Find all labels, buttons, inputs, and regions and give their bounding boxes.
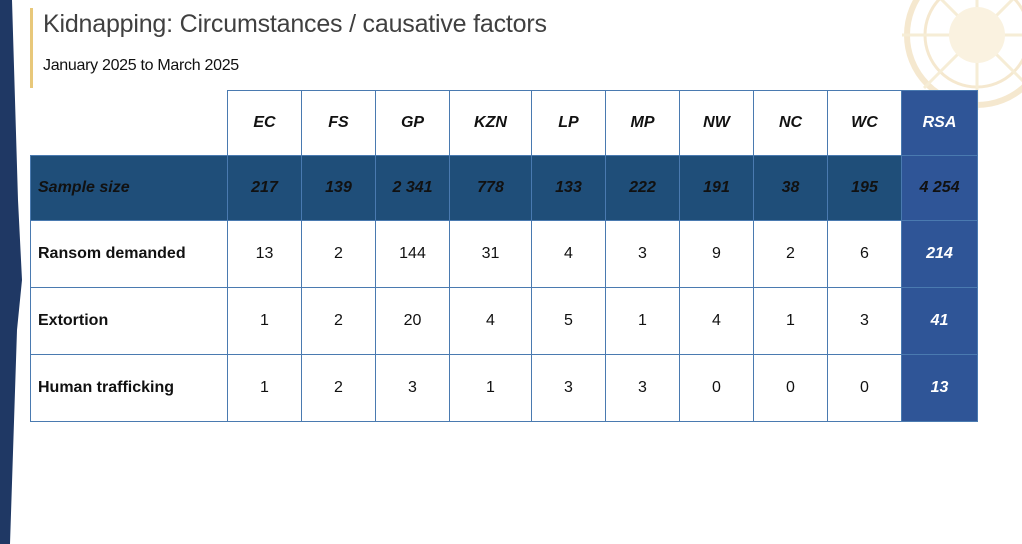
row-label: Human trafficking <box>30 354 228 422</box>
table-cell: 191 <box>679 155 754 221</box>
row-label: Extortion <box>30 287 228 355</box>
header-cell-rsa: RSA <box>901 90 978 156</box>
header-cell: MP <box>605 90 680 156</box>
table-cell: 13 <box>227 220 302 288</box>
table-header-row: EC FS GP KZN LP MP NW NC WC RSA <box>30 90 978 156</box>
table-cell-rsa: 13 <box>901 354 978 422</box>
table-cell: 4 <box>449 287 532 355</box>
table-cell-rsa: 4 254 <box>901 155 978 221</box>
header-cell: KZN <box>449 90 532 156</box>
table-cell: 217 <box>227 155 302 221</box>
header-cell: GP <box>375 90 450 156</box>
table-cell: 4 <box>531 220 606 288</box>
table-cell: 1 <box>605 287 680 355</box>
table-row-ransom-demanded: Ransom demanded 13 2 144 31 4 3 9 2 6 21… <box>30 220 978 288</box>
table-cell-rsa: 214 <box>901 220 978 288</box>
table-cell: 3 <box>375 354 450 422</box>
table-cell: 31 <box>449 220 532 288</box>
table-cell: 222 <box>605 155 680 221</box>
row-label: Ransom demanded <box>30 220 228 288</box>
table-cell: 2 341 <box>375 155 450 221</box>
table-row-human-trafficking: Human trafficking 1 2 3 1 3 3 0 0 0 13 <box>30 354 978 422</box>
table-cell: 1 <box>449 354 532 422</box>
table-cell: 778 <box>449 155 532 221</box>
table-cell: 2 <box>301 354 376 422</box>
table-cell: 9 <box>679 220 754 288</box>
page-subtitle: January 2025 to March 2025 <box>43 57 239 74</box>
header-cell: LP <box>531 90 606 156</box>
header-cell: EC <box>227 90 302 156</box>
table-cell: 2 <box>301 287 376 355</box>
table-cell: 0 <box>753 354 828 422</box>
page-title: Kidnapping: Circumstances / causative fa… <box>43 10 547 38</box>
table-cell: 1 <box>753 287 828 355</box>
header-cell: NC <box>753 90 828 156</box>
table-cell: 6 <box>827 220 902 288</box>
header-cell: FS <box>301 90 376 156</box>
header-blank-cell <box>30 90 228 156</box>
table-cell: 38 <box>753 155 828 221</box>
table-cell: 2 <box>301 220 376 288</box>
left-decorative-stripe <box>0 0 22 544</box>
header-cell: NW <box>679 90 754 156</box>
header-cell: WC <box>827 90 902 156</box>
table-cell: 4 <box>679 287 754 355</box>
table-cell: 144 <box>375 220 450 288</box>
kidnapping-factors-table: EC FS GP KZN LP MP NW NC WC RSA Sample s… <box>30 90 978 422</box>
table-cell: 2 <box>753 220 828 288</box>
table-cell: 5 <box>531 287 606 355</box>
table-row-extortion: Extortion 1 2 20 4 5 1 4 1 3 41 <box>30 287 978 355</box>
table-cell: 1 <box>227 354 302 422</box>
table-cell: 0 <box>827 354 902 422</box>
table-cell: 3 <box>531 354 606 422</box>
table-cell-rsa: 41 <box>901 287 978 355</box>
table-cell: 3 <box>605 354 680 422</box>
table-cell: 133 <box>531 155 606 221</box>
row-label: Sample size <box>30 155 228 221</box>
table-cell: 1 <box>227 287 302 355</box>
table-cell: 3 <box>827 287 902 355</box>
table-cell: 20 <box>375 287 450 355</box>
table-cell: 0 <box>679 354 754 422</box>
table-cell: 3 <box>605 220 680 288</box>
table-cell: 139 <box>301 155 376 221</box>
table-cell: 195 <box>827 155 902 221</box>
title-accent-bar <box>30 8 33 88</box>
sample-size-row: Sample size 217 139 2 341 778 133 222 19… <box>30 155 978 221</box>
